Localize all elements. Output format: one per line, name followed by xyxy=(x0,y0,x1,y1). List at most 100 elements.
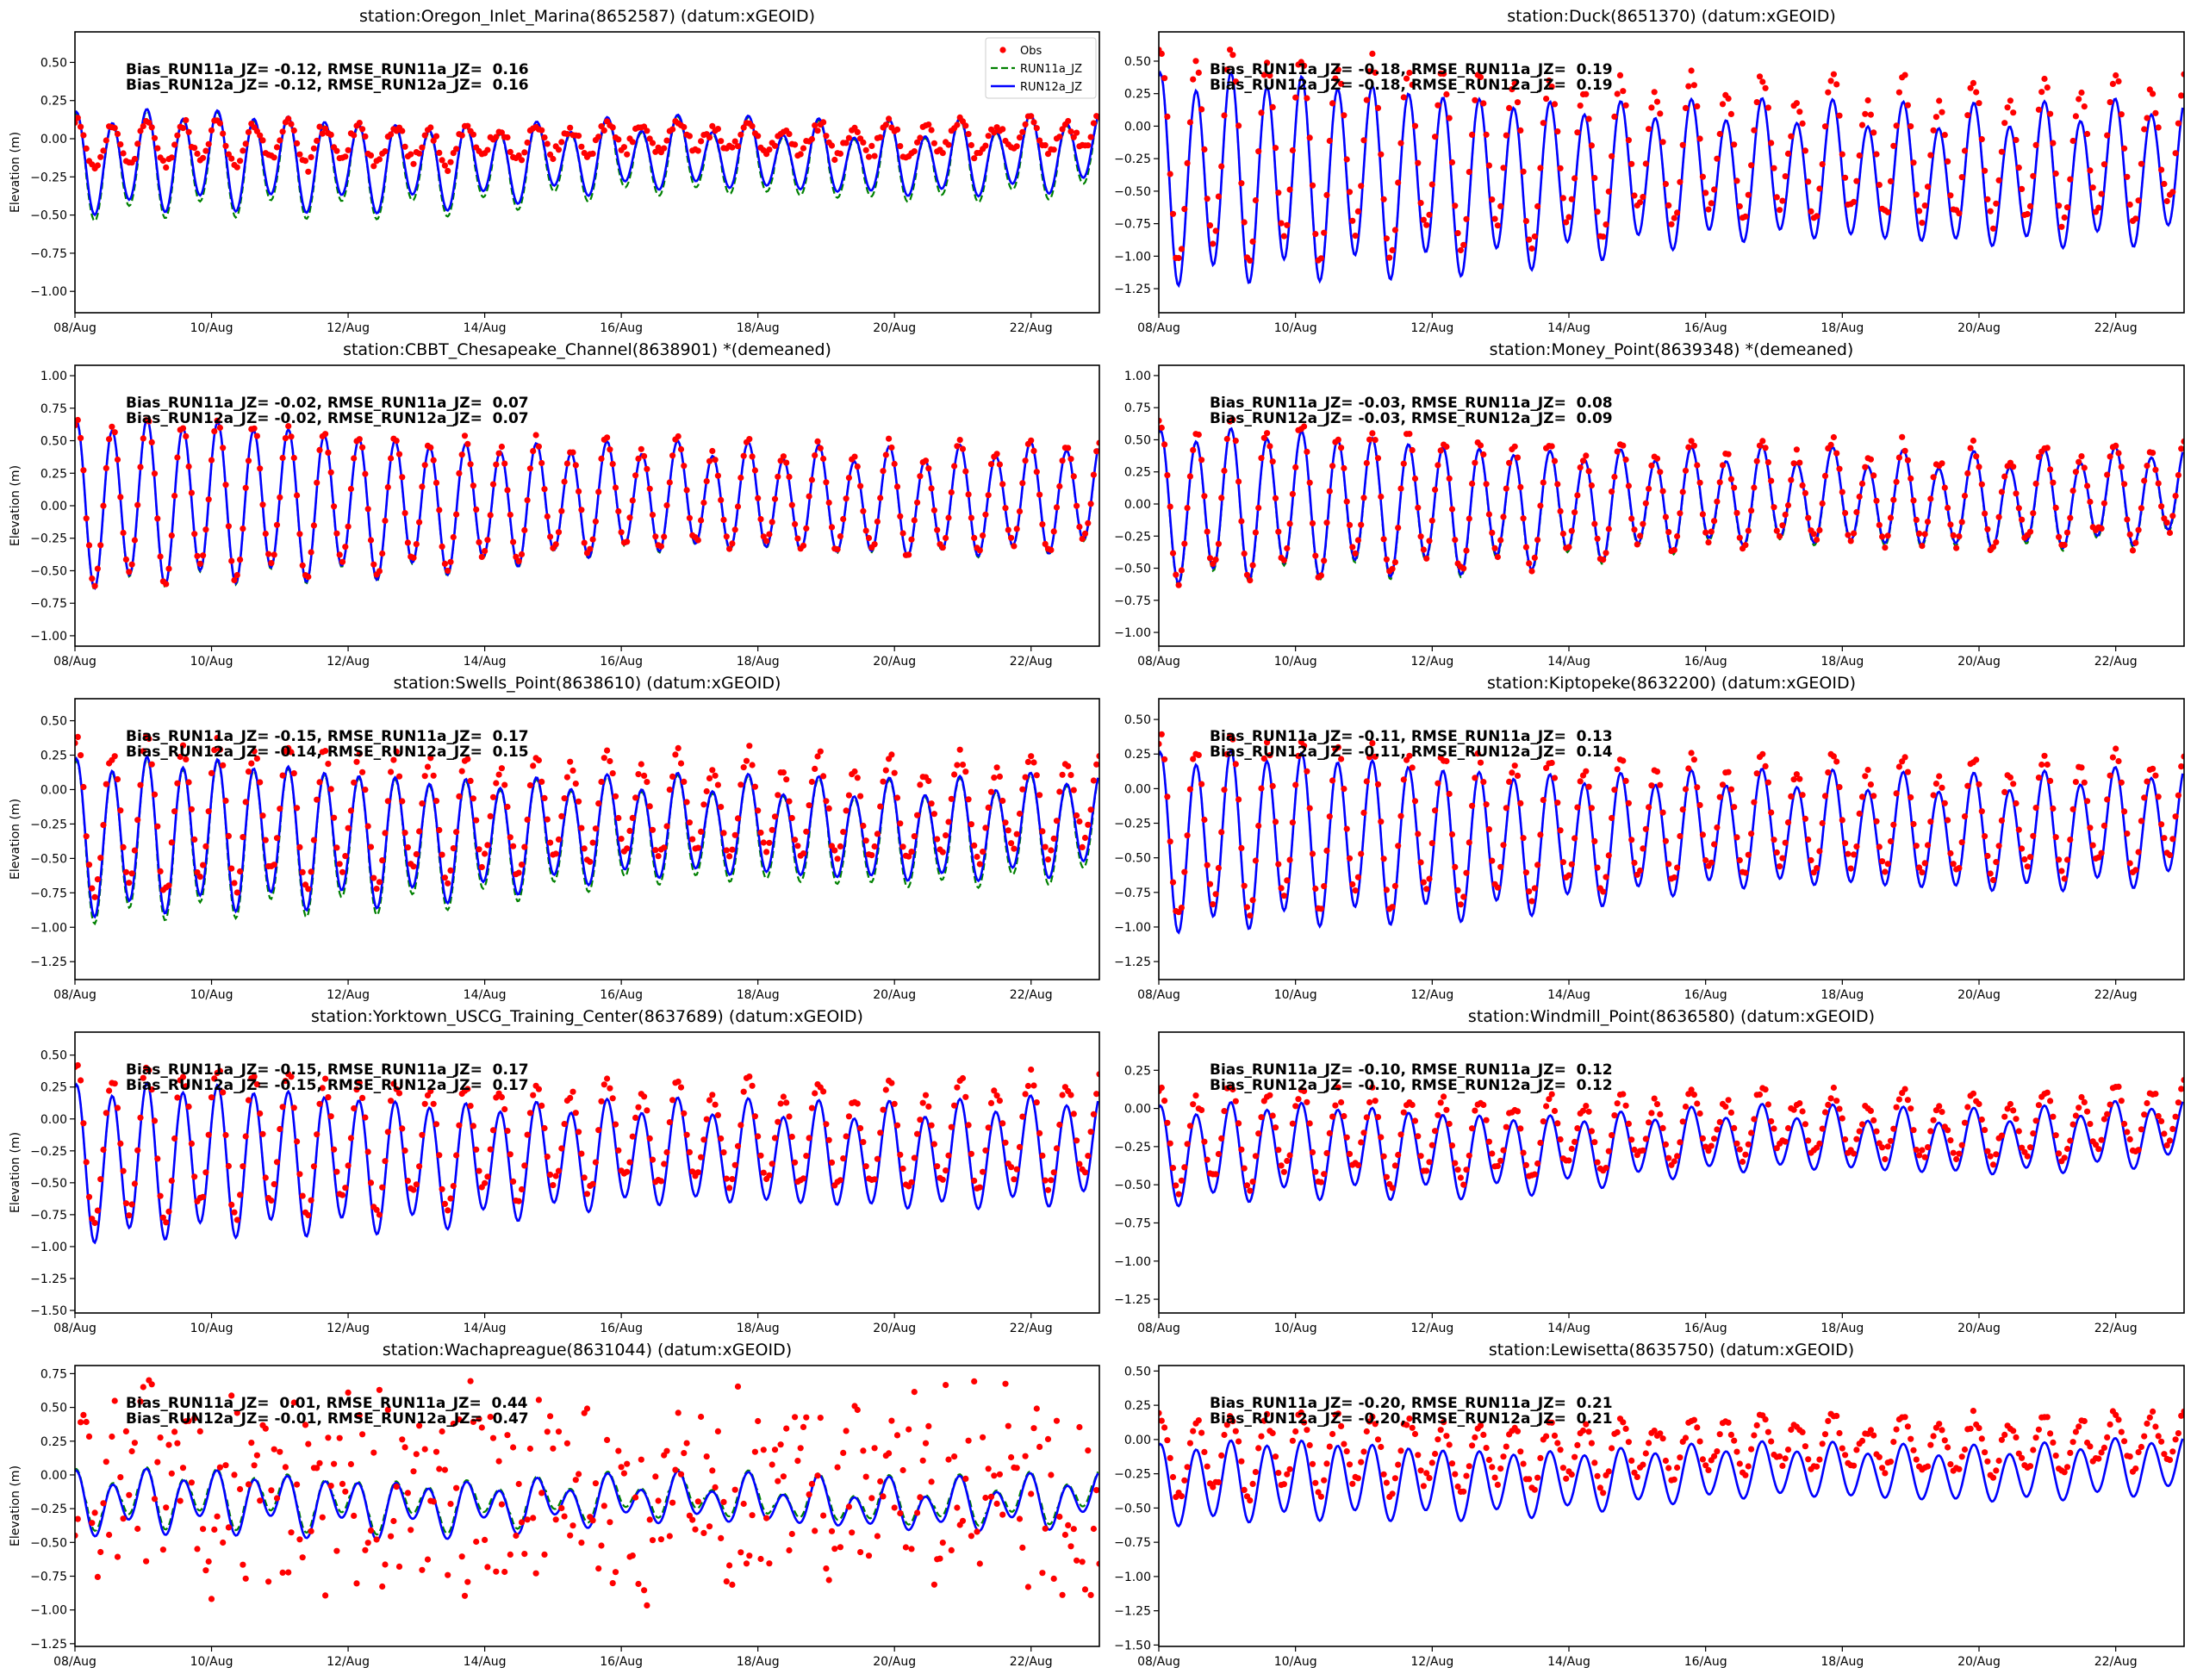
obs-point xyxy=(1090,777,1097,784)
obs-point xyxy=(1500,1453,1507,1460)
obs-point xyxy=(1360,1448,1367,1455)
obs-point xyxy=(1887,837,1895,845)
obs-point xyxy=(854,1100,861,1107)
obs-point xyxy=(1585,1108,1592,1115)
obs-point xyxy=(308,1528,314,1534)
obs-point xyxy=(1312,1168,1319,1175)
obs-point xyxy=(552,1173,559,1179)
obs-point xyxy=(638,445,644,452)
obs-point xyxy=(2135,1449,2142,1456)
obs-point xyxy=(1793,100,1800,107)
obs-point xyxy=(874,831,881,837)
obs-point xyxy=(331,814,338,821)
x-tick-label: 18/Aug xyxy=(1820,321,1864,335)
obs-point xyxy=(800,145,807,152)
obs-point xyxy=(2001,120,2008,127)
x-tick-label: 08/Aug xyxy=(53,1322,96,1335)
obs-point xyxy=(1391,882,1398,889)
obs-point xyxy=(1435,1436,1441,1443)
obs-point xyxy=(2155,1433,2162,1440)
obs-point xyxy=(993,1092,1000,1099)
obs-point xyxy=(393,748,400,756)
obs-point xyxy=(2124,1129,2131,1136)
obs-point xyxy=(661,145,668,152)
obs-point xyxy=(1711,186,1718,193)
obs-point xyxy=(2072,779,2079,786)
obs-point xyxy=(342,1185,349,1192)
obs-point xyxy=(2095,1455,2102,1462)
obs-point xyxy=(1056,134,1063,140)
obs-point xyxy=(1583,768,1590,775)
obs-point xyxy=(646,1516,653,1523)
obs-point xyxy=(1269,782,1276,790)
y-tick-label: 0.00 xyxy=(1124,120,1151,134)
obs-point xyxy=(202,526,209,533)
obs-point xyxy=(1013,526,1020,532)
obs-point xyxy=(450,1183,457,1190)
y-tick-label: −0.75 xyxy=(30,1209,67,1223)
obs-point xyxy=(1793,771,1800,778)
obs-point xyxy=(2010,1107,2017,1114)
obs-point xyxy=(2081,103,2088,110)
obs-point xyxy=(1625,1120,1632,1127)
obs-point xyxy=(109,423,115,430)
obs-point xyxy=(760,839,767,846)
obs-point xyxy=(2135,1147,2142,1154)
obs-point xyxy=(1867,1107,1874,1114)
obs-point xyxy=(302,158,309,165)
obs-point xyxy=(2056,856,2063,863)
obs-point xyxy=(1022,457,1029,464)
obs-point xyxy=(174,1094,181,1101)
obs-point xyxy=(196,560,203,568)
obs-point xyxy=(1777,207,1783,214)
obs-point xyxy=(2121,145,2128,152)
y-axis-label: Elevation (m) xyxy=(9,132,22,213)
obs-point xyxy=(1326,488,1333,495)
obs-point xyxy=(1694,1100,1701,1107)
obs-point xyxy=(2024,210,2031,218)
obs-point xyxy=(1622,1102,1629,1109)
obs-point xyxy=(1716,1118,1723,1125)
obs-point xyxy=(242,140,249,147)
obs-point xyxy=(1708,200,1715,207)
obs-point xyxy=(1736,202,1743,210)
obs-point xyxy=(971,534,978,542)
obs-point xyxy=(661,1160,668,1167)
obs-point xyxy=(788,1133,795,1141)
obs-point xyxy=(1904,102,1911,109)
obs-point xyxy=(1742,542,1749,549)
obs-point xyxy=(1201,146,1208,152)
obs-point xyxy=(1042,142,1049,149)
obs-point xyxy=(922,457,930,464)
obs-point xyxy=(1805,1137,1812,1144)
obs-point xyxy=(2161,835,2168,842)
obs-point xyxy=(85,1193,93,1200)
obs-point xyxy=(1048,546,1055,554)
obs-point xyxy=(1059,1591,1066,1598)
obs-point xyxy=(1002,1380,1009,1387)
obs-point xyxy=(1426,1475,1433,1482)
y-tick-label: 0.00 xyxy=(1124,782,1151,796)
obs-point xyxy=(1731,1124,1738,1131)
obs-point xyxy=(211,747,218,754)
obs-point xyxy=(1648,462,1655,470)
obs-point xyxy=(1323,847,1330,855)
obs-point xyxy=(524,497,531,504)
obs-point xyxy=(1457,246,1464,254)
obs-point xyxy=(1702,1462,1709,1469)
obs-point xyxy=(1081,834,1089,842)
obs-point xyxy=(1358,521,1365,528)
obs-point xyxy=(356,120,363,127)
obs-point xyxy=(421,773,428,780)
obs-point xyxy=(1352,550,1359,557)
obs-point xyxy=(1577,103,1584,109)
obs-point xyxy=(934,526,941,533)
obs-point xyxy=(572,1110,579,1117)
obs-point xyxy=(1858,480,1866,488)
obs-point xyxy=(191,1415,198,1422)
obs-point xyxy=(1784,819,1792,826)
obs-point xyxy=(1890,1439,1897,1446)
obs-point xyxy=(1568,1471,1575,1478)
obs-point xyxy=(493,780,500,787)
obs-point xyxy=(965,131,972,138)
